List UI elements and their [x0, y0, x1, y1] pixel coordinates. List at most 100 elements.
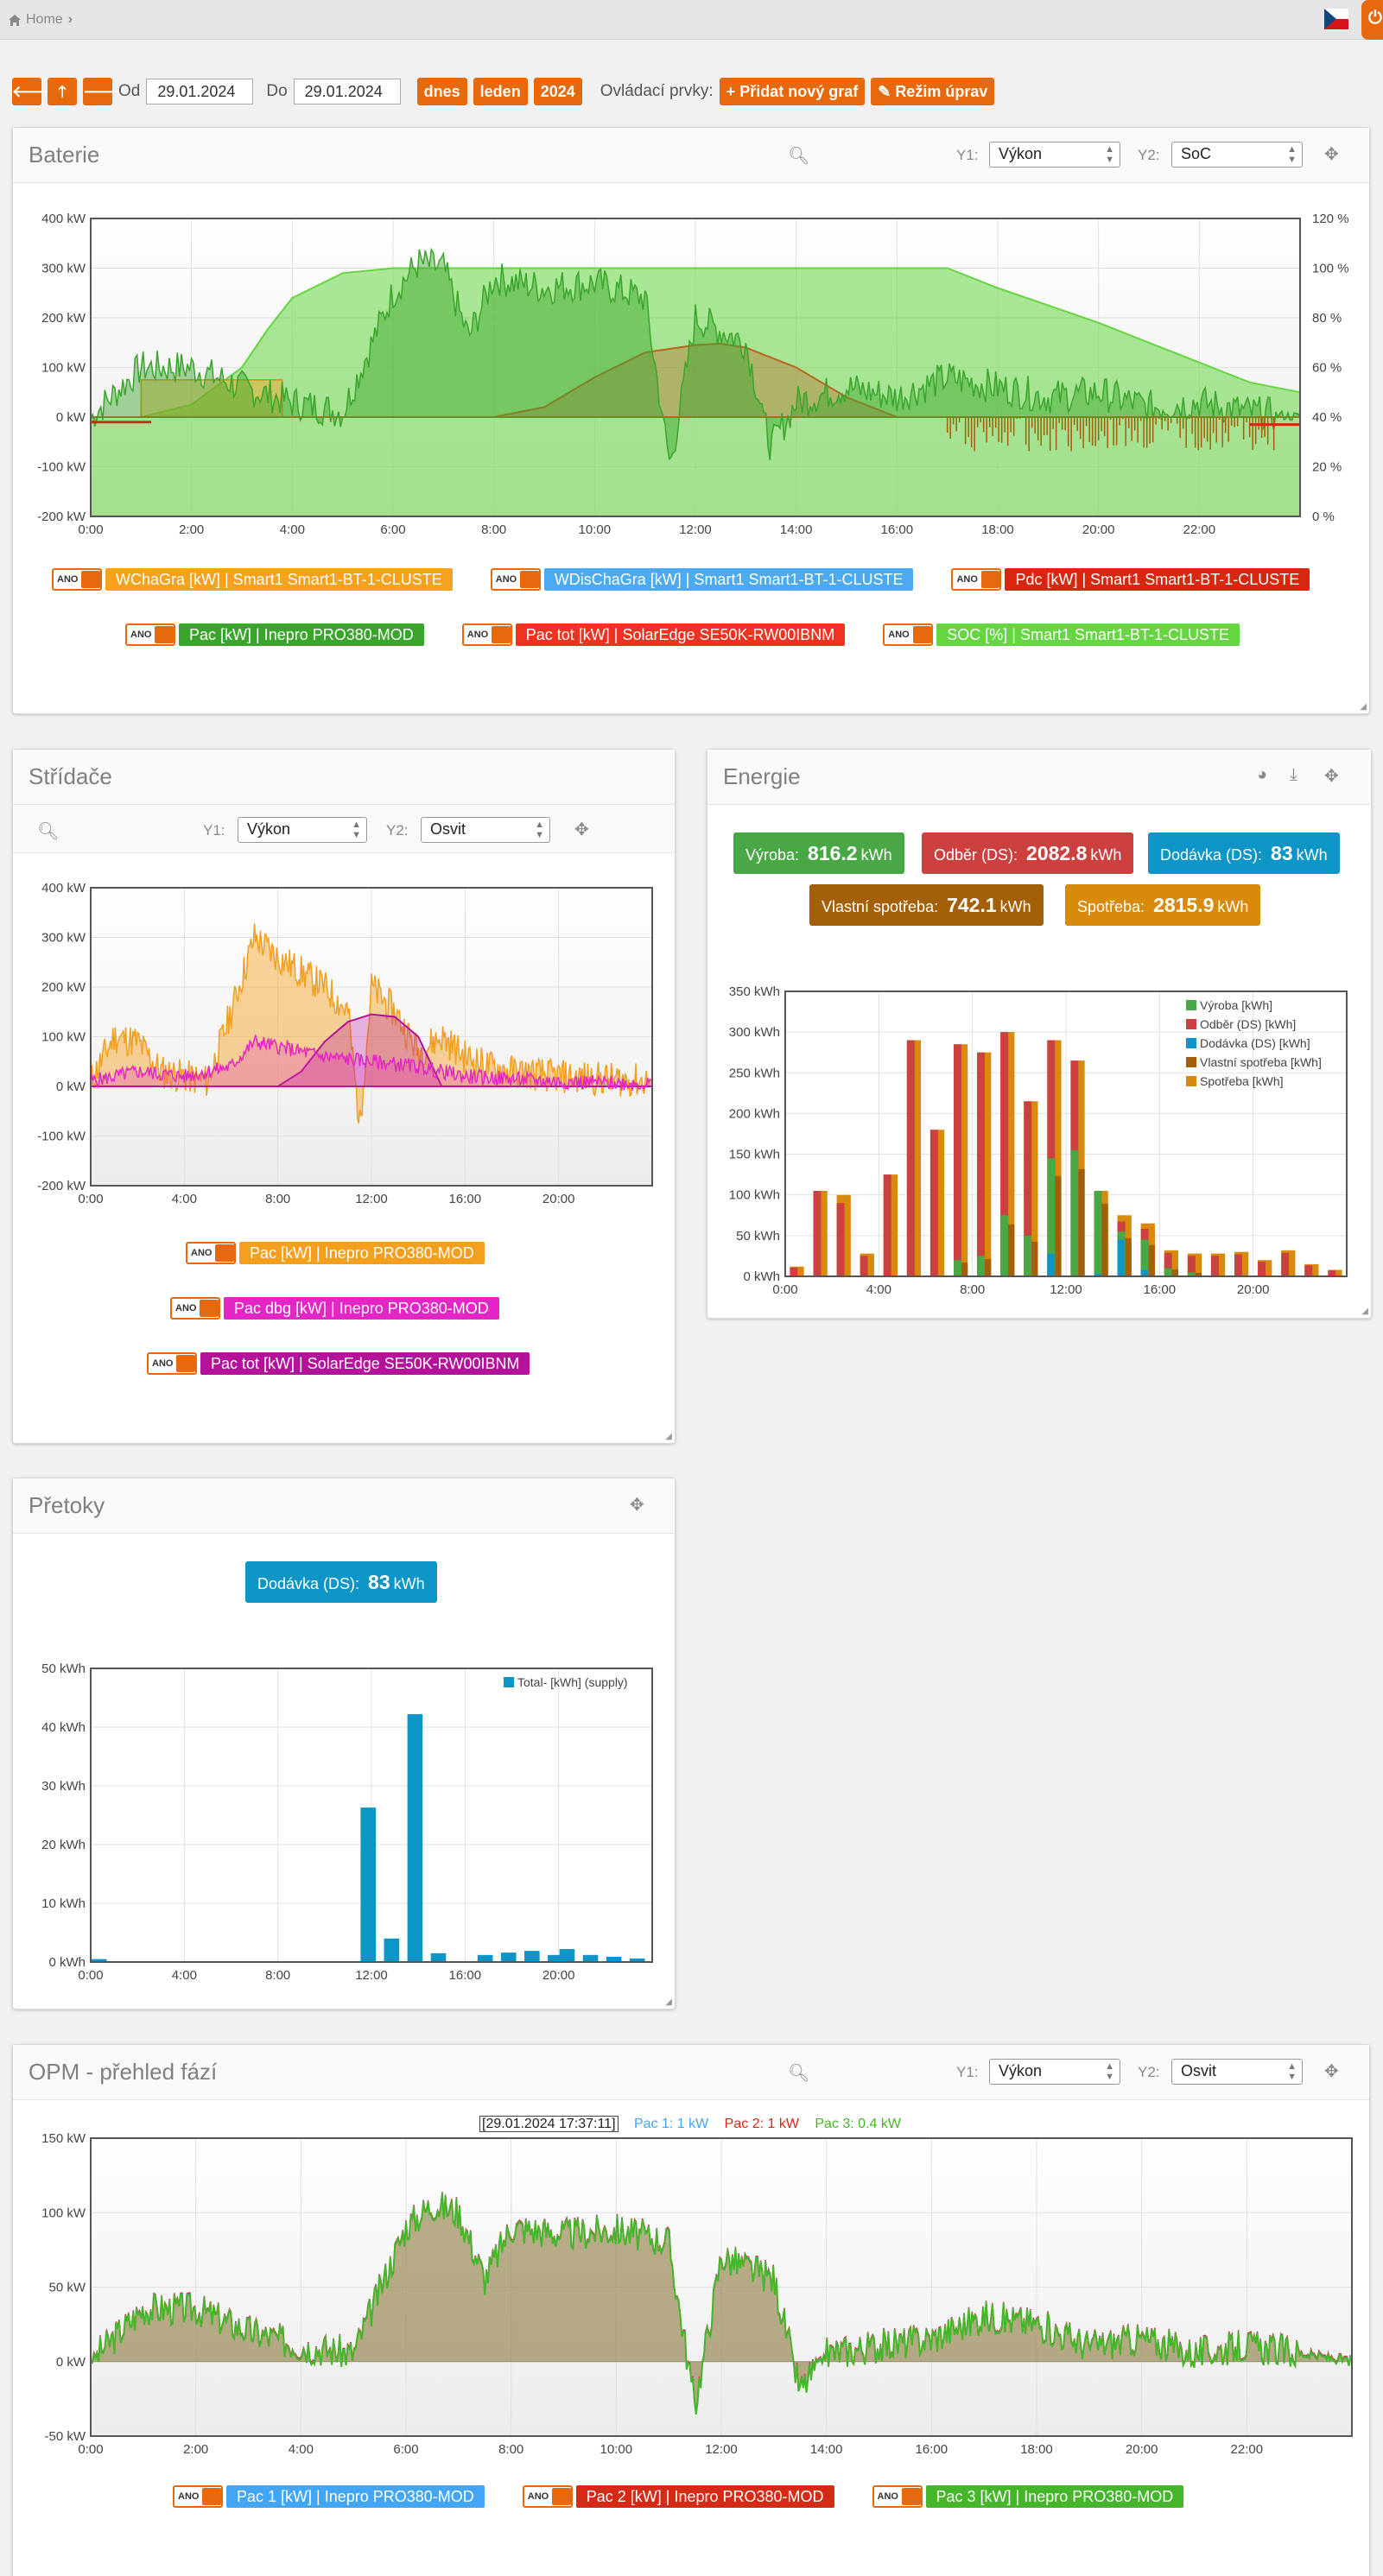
bar-supply — [606, 1956, 622, 1962]
power-button[interactable]: ⏻ — [1361, 0, 1383, 40]
bar-supply — [548, 1954, 563, 1962]
legend-item[interactable]: ANO Pac [kW] | Inepro PRO380-MOD — [186, 1242, 485, 1264]
y2-select[interactable]: SoC ▲ ▼ — [1171, 142, 1303, 168]
move-icon[interactable]: ✥ — [1324, 767, 1339, 786]
legend-label: Pac [kW] | Inepro PRO380-MOD — [179, 623, 424, 646]
date-from-input[interactable]: 29.01.2024 — [146, 79, 254, 104]
move-icon[interactable]: ✥ — [574, 820, 589, 839]
arrow-up-button[interactable]: 🡑 — [48, 78, 77, 105]
toggle-switch[interactable]: ANO — [490, 568, 541, 591]
y-tick-label: 100 kW — [41, 1030, 86, 1045]
panel-title: Přetoky — [29, 1492, 105, 1518]
legend-label: Pdc [kW] | Smart1 Smart1-BT-1-CLUSTE — [1005, 568, 1310, 591]
y2-label: Y2: — [386, 822, 409, 839]
toggle-state: ANO — [130, 630, 152, 640]
stat-label: Dodávka (DS): — [1160, 846, 1263, 864]
toggle-switch[interactable]: ANO — [522, 2485, 573, 2508]
battery-chart[interactable]: 400 kW 300 kW 200 kW 100 kW 0 kW -100 kW -200 … — [13, 210, 1371, 573]
move-icon[interactable]: ✥ — [1324, 2062, 1339, 2081]
czech-flag-icon[interactable] — [1324, 9, 1348, 29]
x-tick-label: 22:00 — [1231, 2442, 1264, 2457]
legend-item[interactable]: ANO Pac dbg [kW] | Inepro PRO380-MOD — [170, 1297, 499, 1320]
toggle-switch[interactable]: ANO — [872, 2485, 923, 2508]
y2-tick-label: 80 % — [1312, 311, 1342, 326]
resize-handle[interactable]: ◢ — [1361, 1307, 1368, 1316]
y1-label: Y1: — [203, 822, 225, 839]
toggle-switch[interactable]: ANO — [52, 568, 102, 591]
toggle-switch[interactable]: ANO — [951, 568, 1002, 591]
x-tick-label: 18:00 — [981, 522, 1014, 537]
legend-label: Pac dbg [kW] | Inepro PRO380-MOD — [224, 1297, 499, 1320]
toggle-switch[interactable]: ANO — [186, 1242, 236, 1264]
y2-select[interactable]: Osvit ▲ ▼ — [421, 817, 550, 843]
legend-label: Total- [kWh] (supply) — [517, 1675, 628, 1689]
year-button[interactable]: 2024 — [533, 78, 582, 105]
y1-select[interactable]: Výkon ▲ ▼ — [238, 817, 367, 843]
legend-item[interactable]: ANO Pac 3 [kW] | Inepro PRO380-MOD — [872, 2485, 1184, 2508]
legend-item[interactable]: ANO Pac [kW] | Inepro PRO380-MOD — [125, 623, 424, 646]
stat-value: 2815.9 — [1153, 894, 1215, 916]
x-tick-label: 10:00 — [579, 522, 612, 537]
select-caret-icon: ▲ ▼ — [1287, 144, 1297, 165]
legend-item[interactable]: ANO Pac 2 [kW] | Inepro PRO380-MOD — [522, 2485, 834, 2508]
x-tick-label: 16:00 — [449, 1192, 482, 1206]
x-tick-label: 4:00 — [172, 1192, 197, 1206]
bar-grid-import — [1304, 1265, 1313, 1276]
toggle-switch[interactable]: ANO — [883, 623, 934, 646]
month-button[interactable]: leden — [473, 78, 528, 105]
legend-label: Vlastní spotřeba [kWh] — [1200, 1055, 1322, 1069]
pac-area — [91, 249, 1300, 460]
y-tick-label: 50 kWh — [41, 1661, 86, 1676]
legend-item[interactable]: ANO Pac tot [kW] | SolarEdge SE50K-RW00IB… — [147, 1352, 530, 1375]
zoom-icon[interactable]: 🔍︎ — [788, 147, 810, 166]
toggle-switch[interactable]: ANO — [461, 623, 512, 646]
y-tick-label: -200 kW — [37, 510, 86, 524]
x-tick-label: 20:00 — [542, 1192, 575, 1206]
toggle-switch[interactable]: ANO — [170, 1297, 220, 1320]
y-tick-label: -200 kW — [37, 1179, 86, 1193]
zoom-icon[interactable]: 🔍︎ — [37, 822, 60, 841]
toggle-knob — [202, 2488, 221, 2505]
pac-dbg-area — [91, 1035, 652, 1091]
toggle-switch[interactable]: ANO — [147, 1352, 197, 1375]
y-tick-label: 100 kWh — [729, 1188, 780, 1203]
y-tick-label: 150 kWh — [729, 1148, 780, 1162]
bar-supply — [430, 1953, 447, 1962]
zoom-icon[interactable]: 🔍︎ — [788, 2064, 810, 2083]
resize-handle[interactable]: ◢ — [1360, 702, 1367, 712]
move-icon[interactable]: ✥ — [1324, 145, 1339, 164]
legend-item[interactable]: ANO WChaGra [kW] | Smart1 Smart1-BT-1-CLU… — [52, 568, 453, 591]
bar-grid-import — [929, 1130, 938, 1276]
toggle-switch[interactable]: ANO — [173, 2485, 223, 2508]
date-to-input[interactable]: 29.01.2024 — [293, 79, 401, 104]
breadcrumb-home-link[interactable]: Home — [26, 12, 63, 27]
soc-area — [91, 268, 1300, 516]
add-graph-button[interactable]: + Přidat nový graf — [719, 78, 866, 105]
y1-select[interactable]: Výkon ▲ ▼ — [989, 142, 1120, 168]
arrow-left-button[interactable]: 🡐 — [12, 78, 54, 105]
edit-mode-button[interactable]: ✎ Režim úprav — [871, 78, 995, 105]
y1-select[interactable]: Výkon ▲ ▼ — [989, 2059, 1120, 2085]
legend-item[interactable]: ANO Pdc [kW] | Smart1 Smart1-BT-1-CLUSTE — [951, 568, 1310, 591]
toggle-switch[interactable]: ANO — [125, 623, 175, 646]
move-icon[interactable]: ✥ — [630, 1496, 644, 1515]
phase-chart[interactable]: 150 kW 100 kW 50 kW 0 kW -50 kW0:00 2:00 4:00 6… — [13, 2131, 1371, 2494]
resize-handle[interactable]: ◢ — [665, 1997, 672, 2007]
legend-item[interactable]: ANO Pac tot [kW] | SolarEdge SE50K-RW00IB… — [461, 623, 846, 646]
today-button[interactable]: dnes — [416, 78, 467, 105]
legend-item[interactable]: ANO Pac 1 [kW] | Inepro PRO380-MOD — [173, 2485, 485, 2508]
stat-unit: kWh — [860, 846, 892, 864]
energy-chart[interactable]: 350 kWh 300 kWh 250 kWh 200 kWh 150 kWh 100 k… — [707, 983, 1371, 1298]
legend-item[interactable]: ANO SOC [%] | Smart1 Smart1-BT-1-CLUSTE — [883, 623, 1240, 646]
toggle-state: ANO — [877, 2491, 898, 2502]
legend-item[interactable]: ANO WDisChaGra [kW] | Smart1 Smart1-BT-1-… — [490, 568, 914, 591]
resize-handle[interactable]: ◢ — [665, 1432, 672, 1441]
arrow-right-button[interactable]: 🡒 — [83, 78, 124, 105]
x-tick-label: 0:00 — [78, 1192, 103, 1206]
download-icon[interactable]: ⤓ — [1290, 765, 1297, 784]
inverter-chart[interactable]: 400 kW 300 kW 200 kW 100 kW 0 kW -100 kW -200 … — [13, 879, 675, 1212]
y2-select[interactable]: Osvit ▲ ▼ — [1171, 2059, 1303, 2085]
pie-chart-icon[interactable]: ◕ — [1257, 765, 1268, 784]
tooltip-pac3: Pac 3: 0.4 kW — [815, 2117, 901, 2131]
